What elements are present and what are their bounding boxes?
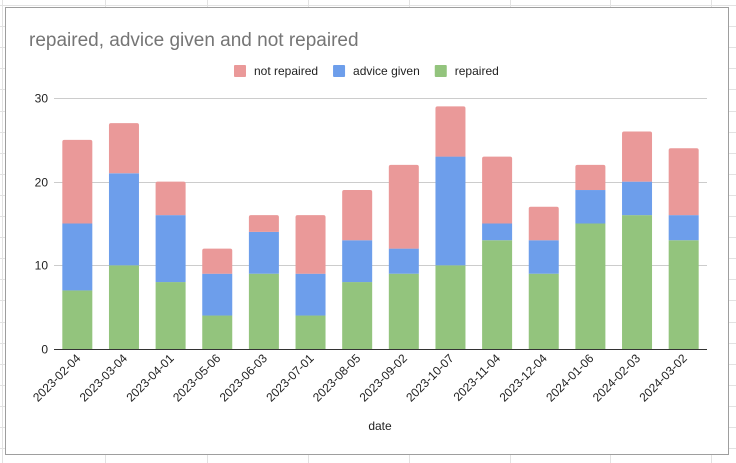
y-tick-label: 10 <box>35 259 49 273</box>
bar-repaired[interactable] <box>248 273 279 349</box>
legend-swatch <box>434 65 447 77</box>
x-tick-label: 2023-05-06 <box>170 351 224 405</box>
bar-advice-given[interactable] <box>108 173 139 266</box>
legend-label: repaired <box>455 64 499 78</box>
chart-container[interactable]: repaired, advice given and not repaired … <box>5 7 729 455</box>
x-axis-title: date <box>368 419 392 433</box>
bar-advice-given[interactable] <box>622 181 653 216</box>
bar-stack <box>668 148 699 349</box>
bar-stack <box>62 139 93 349</box>
bar-stack <box>482 156 513 349</box>
bar-not-repaired[interactable] <box>482 156 513 224</box>
bar-stack <box>295 215 326 349</box>
bar-advice-given[interactable] <box>528 240 559 274</box>
x-tick-label: 2023-11-04 <box>451 351 504 404</box>
stacked-bar-chart: repaired, advice given and not repaired … <box>29 30 707 433</box>
x-tick-label: 2023-10-07 <box>403 351 457 405</box>
legend-swatch <box>333 65 346 77</box>
legend-item[interactable]: advice given <box>333 64 420 78</box>
bar-advice-given[interactable] <box>388 248 419 274</box>
x-tick-label: 2023-12-04 <box>497 351 551 405</box>
chart-title: repaired, advice given and not repaired <box>29 30 359 51</box>
bar-repaired[interactable] <box>575 223 606 350</box>
bar-repaired[interactable] <box>668 240 699 349</box>
bar-repaired[interactable] <box>202 315 233 349</box>
bar-not-repaired[interactable] <box>668 148 699 216</box>
x-tick-label: 2023-03-04 <box>77 351 131 405</box>
legend-label: advice given <box>353 64 420 78</box>
bar-not-repaired[interactable] <box>155 181 186 216</box>
bar-not-repaired[interactable] <box>342 190 373 241</box>
legend: not repaired advice given repaired <box>234 64 499 78</box>
bar-advice-given[interactable] <box>668 215 699 241</box>
bar-advice-given[interactable] <box>202 273 233 316</box>
bar-stack <box>342 190 373 349</box>
bar-not-repaired[interactable] <box>202 248 233 274</box>
bar-repaired[interactable] <box>622 215 653 349</box>
x-tick-label: 2023-06-03 <box>217 351 271 405</box>
bar-stack <box>108 123 139 349</box>
legend-item[interactable]: not repaired <box>234 64 318 78</box>
bar-repaired[interactable] <box>342 282 373 349</box>
bar-not-repaired[interactable] <box>108 123 139 174</box>
bar-not-repaired[interactable] <box>248 215 279 232</box>
x-tick-label: 2024-03-02 <box>636 351 690 405</box>
bar-stack <box>388 164 419 349</box>
bar-stack <box>575 164 606 350</box>
bar-repaired[interactable] <box>435 265 466 349</box>
bar-repaired[interactable] <box>108 265 139 349</box>
bar-repaired[interactable] <box>155 282 186 349</box>
x-tick-label: 2023-02-04 <box>30 351 84 405</box>
y-axis-ticks: 0 10 20 30 <box>35 92 49 357</box>
bar-advice-given[interactable] <box>62 223 93 291</box>
bar-advice-given[interactable] <box>295 273 326 316</box>
bar-stack <box>155 181 186 349</box>
bar-not-repaired[interactable] <box>435 106 466 157</box>
bar-stack <box>248 215 279 349</box>
y-tick-label: 20 <box>35 176 49 190</box>
bar-advice-given[interactable] <box>342 240 373 283</box>
y-tick-label: 30 <box>35 92 49 106</box>
bar-not-repaired[interactable] <box>528 206 559 241</box>
x-tick-label: 2023-08-05 <box>310 351 364 405</box>
bar-not-repaired[interactable] <box>295 215 326 274</box>
bar-not-repaired[interactable] <box>575 164 606 191</box>
bar-advice-given[interactable] <box>435 156 466 266</box>
legend-label: not repaired <box>254 64 318 78</box>
gridlines <box>54 98 707 266</box>
bar-repaired[interactable] <box>482 240 513 349</box>
bar-stack <box>622 131 653 349</box>
bar-not-repaired[interactable] <box>622 131 653 182</box>
bar-advice-given[interactable] <box>248 231 279 274</box>
bar-stack <box>435 106 466 349</box>
bar-repaired[interactable] <box>295 315 326 349</box>
x-tick-label: 2023-07-01 <box>263 351 317 405</box>
y-tick-label: 0 <box>41 343 48 357</box>
bar-repaired[interactable] <box>62 290 93 349</box>
x-tick-label: 2024-01-06 <box>543 351 597 405</box>
bar-stack <box>528 206 559 349</box>
legend-item[interactable]: repaired <box>434 64 499 78</box>
bar-not-repaired[interactable] <box>388 164 419 249</box>
bar-advice-given[interactable] <box>482 223 513 241</box>
x-tick-label: 2023-04-01 <box>123 351 177 405</box>
bar-advice-given[interactable] <box>575 190 606 224</box>
x-axis-ticks: 2023-02-042023-03-042023-04-012023-05-06… <box>30 351 690 405</box>
bar-repaired[interactable] <box>388 273 419 349</box>
bar-repaired[interactable] <box>528 273 559 349</box>
legend-swatch <box>234 65 246 77</box>
bar-stack <box>202 248 233 349</box>
bar-not-repaired[interactable] <box>62 139 93 224</box>
bars <box>62 106 699 350</box>
x-tick-label: 2023-09-02 <box>357 351 411 405</box>
x-tick-label: 2024-02-03 <box>590 351 644 405</box>
bar-advice-given[interactable] <box>155 215 186 283</box>
